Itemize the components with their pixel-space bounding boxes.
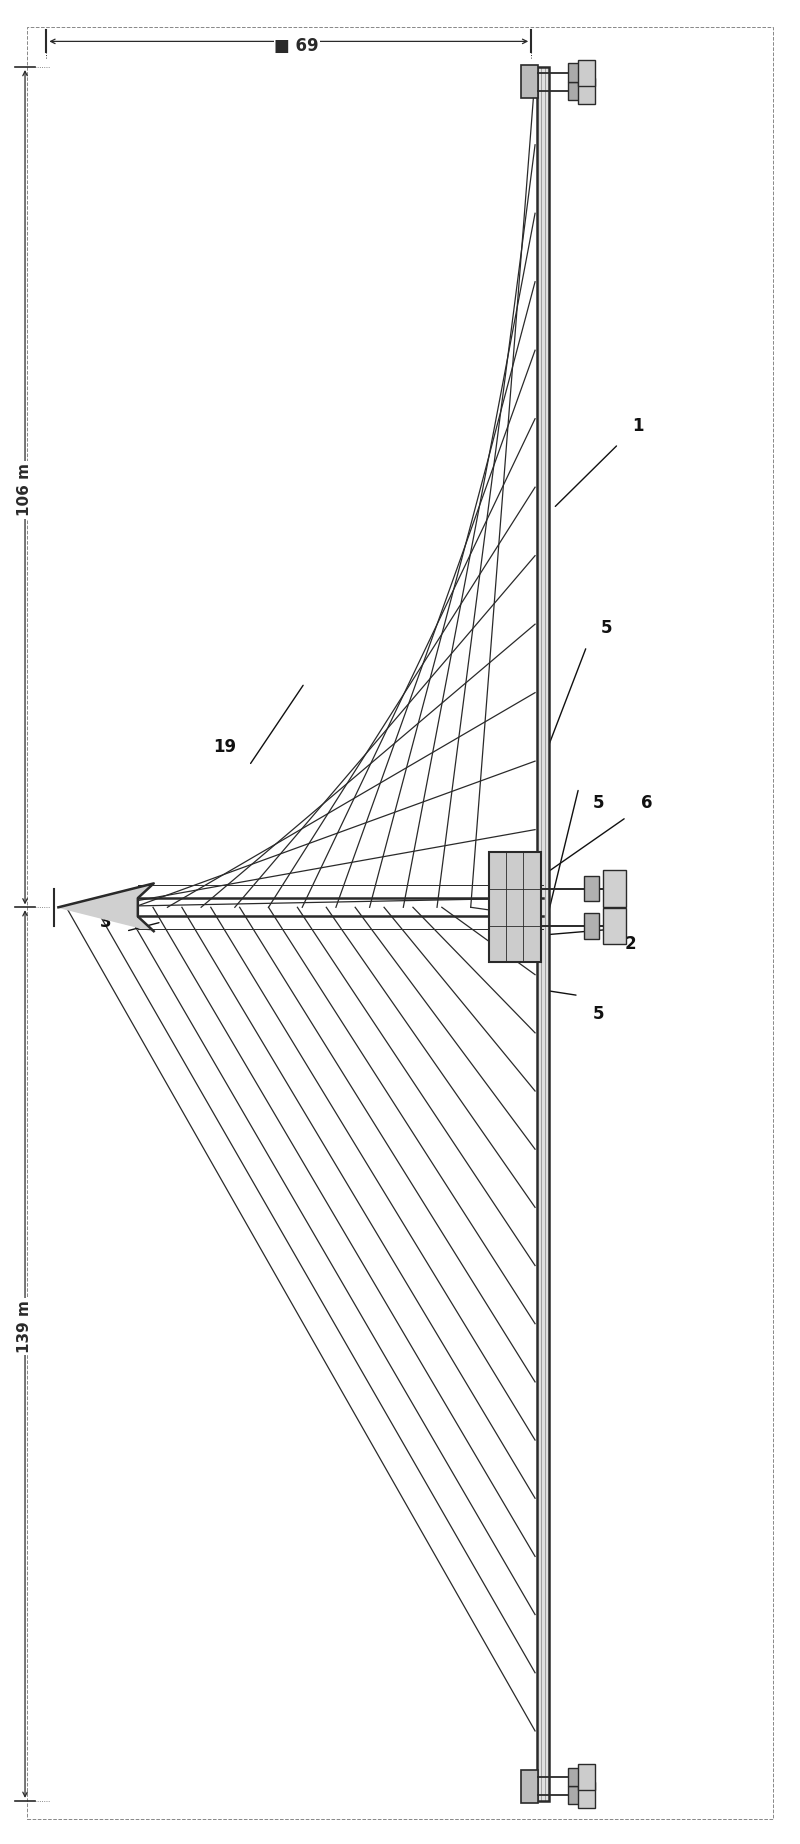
Bar <box>521 1770 538 1803</box>
Text: 139 m: 139 m <box>17 1300 32 1353</box>
Bar <box>569 1787 579 1805</box>
Bar <box>489 852 541 963</box>
Text: 2: 2 <box>625 935 636 953</box>
Bar <box>602 907 626 944</box>
Bar <box>569 1768 579 1787</box>
Bar <box>578 1783 595 1809</box>
Text: 5: 5 <box>593 793 604 811</box>
Text: ■ 69: ■ 69 <box>274 37 319 55</box>
Polygon shape <box>58 883 154 931</box>
Bar <box>584 876 598 902</box>
Bar <box>584 913 598 939</box>
Text: 5: 5 <box>593 1005 604 1023</box>
Text: 106 m: 106 m <box>17 463 32 516</box>
Bar <box>569 63 579 81</box>
Bar <box>602 870 626 907</box>
Bar <box>521 65 538 98</box>
Bar <box>578 1765 595 1791</box>
Text: 1: 1 <box>633 417 644 435</box>
Bar <box>578 77 595 103</box>
Text: 6: 6 <box>641 793 652 811</box>
Text: 3: 3 <box>100 913 112 931</box>
Text: 19: 19 <box>214 738 237 756</box>
Bar <box>537 66 550 1802</box>
Text: 5: 5 <box>601 620 612 636</box>
Bar <box>578 59 595 85</box>
Bar <box>569 81 579 100</box>
